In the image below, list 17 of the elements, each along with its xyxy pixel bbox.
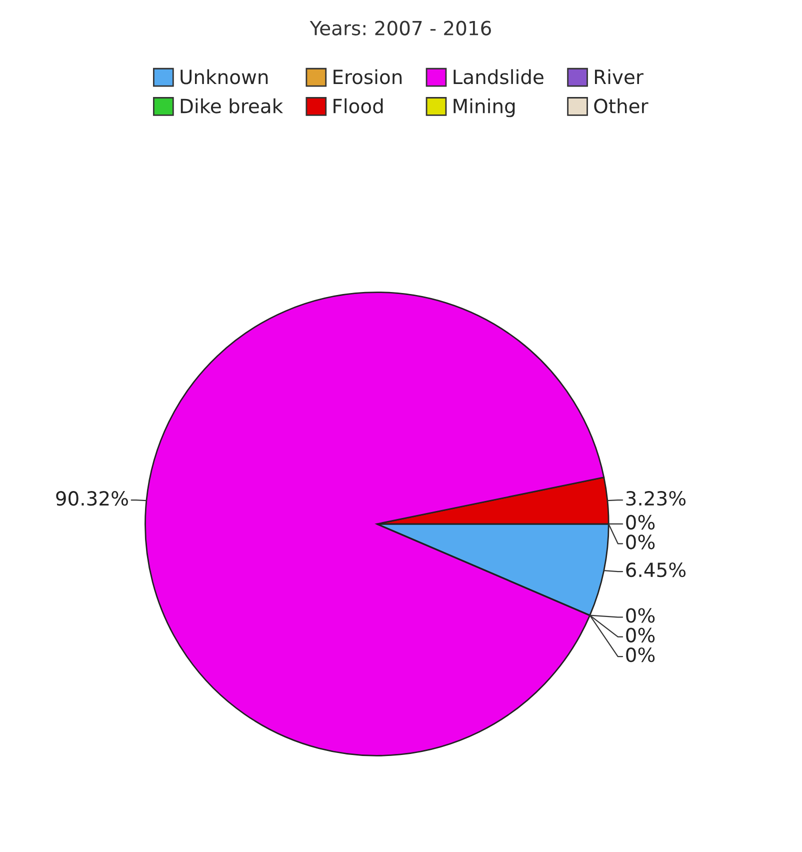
data-label: 3.23% bbox=[626, 490, 686, 506]
data-label: 6.45% bbox=[626, 562, 686, 578]
legend-label: River bbox=[594, 69, 644, 84]
legend-label: Erosion bbox=[334, 69, 402, 84]
text: 0% bbox=[626, 628, 655, 642]
text: 0% bbox=[626, 647, 655, 662]
data-label: 90.32% bbox=[56, 491, 128, 506]
text: 0% bbox=[626, 608, 655, 623]
chart-title: Years: 2007 - 2016 bbox=[310, 20, 491, 36]
legend-label: Unknown bbox=[180, 69, 268, 84]
legend-label: Other bbox=[594, 98, 648, 114]
legend-label: Mining bbox=[454, 98, 515, 118]
legend-label: Landslide bbox=[454, 69, 544, 84]
text: 0% bbox=[626, 514, 655, 530]
legend-label: Dike break bbox=[180, 98, 284, 114]
legend-label: Flood bbox=[334, 98, 383, 114]
text: 0% bbox=[626, 534, 655, 550]
